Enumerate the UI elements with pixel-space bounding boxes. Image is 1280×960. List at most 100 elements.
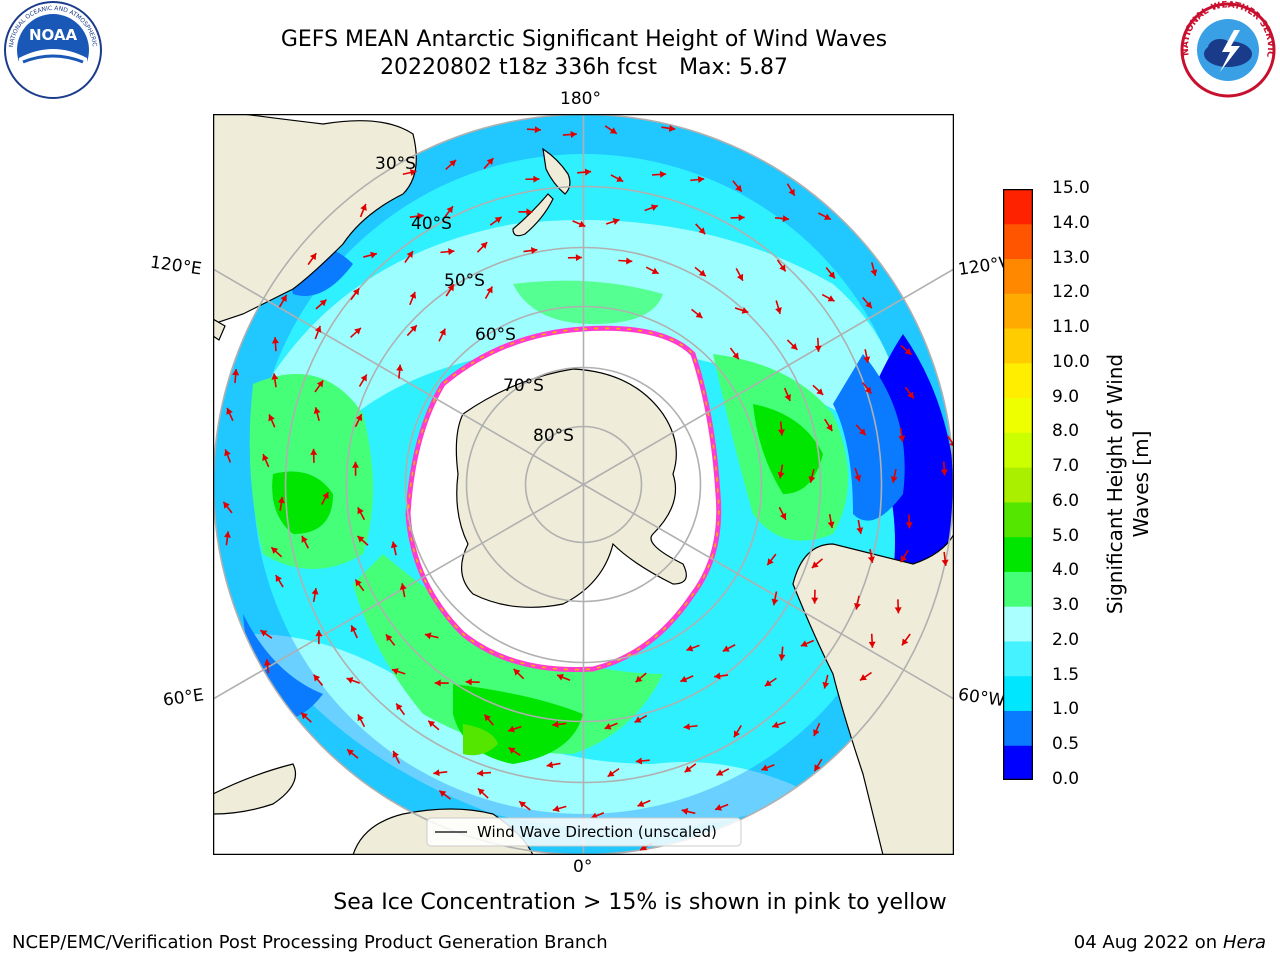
wave-arrow-head: [385, 634, 393, 642]
wave-arrow-head: [733, 730, 741, 738]
wave-arrow-head: [635, 757, 643, 765]
wave-arrow-head: [439, 790, 447, 798]
wave-arrow-head: [578, 220, 586, 228]
colorbar-tick-label: 11.0: [1052, 317, 1090, 338]
wave-arrow-head: [736, 273, 744, 281]
wave-arrow-head: [790, 343, 798, 350]
wave-arrow-head: [277, 496, 285, 504]
wave-arrow-head: [322, 492, 329, 500]
wave-arrow-head: [853, 602, 861, 610]
wave-arrow-head: [865, 301, 872, 309]
credit-line: NCEP/EMC/Verification Post Processing Pr…: [12, 932, 608, 953]
land-australia: [213, 114, 417, 325]
wave-arrow-head: [868, 641, 876, 648]
wave-arrow-head: [684, 765, 692, 773]
meridian-60w: [583, 483, 954, 700]
wave-arrow-head: [465, 678, 472, 686]
wave-arrow-head: [894, 607, 902, 614]
wave-arrow-head: [433, 769, 440, 777]
wave-arrow-head: [604, 723, 612, 730]
wave-arrow-head: [533, 175, 540, 183]
colorbar-tick-label: 4.0: [1052, 560, 1080, 581]
colorbar-segment: [1003, 328, 1033, 364]
legend-label: Wind Wave Direction (unscaled): [477, 823, 717, 841]
wave-arrow-head: [668, 124, 676, 132]
latitude-labels: 30°S 40°S 50°S 60°S 70°S 80°S: [375, 154, 574, 446]
colorbar-segment: [1003, 536, 1033, 572]
colorbar-label-line1: Significant Height of Wind: [1103, 353, 1127, 615]
wave-arrow-head: [301, 535, 308, 543]
date-text: 04 Aug 2022 on: [1073, 932, 1218, 953]
noaa-logo-text: NOAA: [29, 26, 78, 44]
wave-arrow-head: [714, 672, 721, 680]
colorbar-segment: [1003, 293, 1033, 329]
wave-arrow-head: [698, 269, 706, 277]
wave-arrow-head: [637, 800, 645, 807]
wave-arrow-head: [905, 522, 913, 529]
wave-arrow-head: [313, 407, 321, 414]
wave-arrow-head: [530, 247, 538, 254]
wave-arrow-head: [310, 448, 318, 455]
wave-arrow-head: [811, 597, 819, 604]
colorbar-tick-label: 12.0: [1052, 282, 1090, 303]
wave-arrow-head: [898, 435, 906, 442]
wave-arrow-head: [800, 640, 808, 647]
wave-arrow-head: [575, 254, 582, 262]
wave-arrow-head: [260, 630, 268, 637]
wave-arrow-head: [686, 644, 694, 652]
wave-arrow-head: [782, 215, 789, 223]
colorbar-label: Significant Height of Wind Waves [m]: [1102, 354, 1154, 614]
wave-arrow-head: [392, 750, 400, 758]
lat-label-50s: 50°S: [444, 271, 485, 291]
colorbar-segment: [1003, 675, 1033, 711]
colorbar-tick-label: 10.0: [1052, 351, 1090, 372]
lat-label-60s: 60°S: [475, 325, 516, 345]
wave-arrow-head: [271, 373, 279, 380]
wave-arrow-head: [352, 288, 360, 296]
meridian-60e: [213, 483, 584, 700]
wave-arrow-head: [434, 679, 441, 687]
wave-arrow-head: [352, 461, 360, 468]
wave-arrow-head: [722, 645, 730, 652]
wave-arrow-head: [808, 476, 816, 483]
wave-arrow-head: [315, 630, 323, 637]
colorbar-segment: [1003, 710, 1033, 746]
colorbar-tick-label: 15.0: [1052, 178, 1090, 198]
wave-arrow-head: [313, 674, 321, 682]
wave-arrow-head: [904, 348, 912, 355]
wave-arrow-head: [409, 169, 417, 176]
wave-arrow-head: [822, 681, 830, 689]
colorbar-tick-label: 1.5: [1052, 664, 1080, 685]
wave-arrow-head: [390, 541, 398, 549]
wave-arrow-head: [480, 242, 488, 249]
wave-arrow-head: [771, 598, 779, 606]
wave-arrow: [946, 435, 954, 447]
wave-arrow-head: [309, 253, 317, 261]
wave-arrow-head: [683, 723, 691, 731]
wave-arrow-head: [778, 654, 786, 661]
wave-arrow-head: [823, 213, 831, 220]
wave-arrow-head: [314, 325, 322, 333]
wave-arrow-head: [584, 168, 592, 176]
colorbar-tick-label: 0.0: [1052, 769, 1080, 789]
wave-arrow-head: [526, 208, 533, 216]
wave-arrow-head: [640, 844, 648, 851]
lat-label-70s: 70°S: [503, 376, 544, 396]
map-legend: Wind Wave Direction (unscaled): [426, 817, 742, 847]
wave-arrow-head: [486, 286, 493, 294]
colorbar-tick-label: 13.0: [1052, 247, 1090, 268]
map-title: GEFS MEAN Antarctic Significant Height o…: [280, 27, 888, 52]
colorbar-segment: [1003, 571, 1033, 607]
land-south-america: [792, 533, 954, 855]
land-antarctica: [455, 368, 687, 608]
wave-arrow-head: [424, 632, 432, 640]
wave-arrow-head: [319, 299, 327, 307]
colorbar-segment: [1003, 745, 1033, 780]
colorbar-segment: [1003, 258, 1033, 294]
wave-arrow-head: [355, 579, 362, 587]
wave-arrow-head: [350, 625, 358, 633]
wave-arrow-head: [715, 804, 722, 811]
wave-arrow-head: [738, 214, 745, 222]
wave-arrow-head: [651, 267, 659, 274]
wave-arrow-head: [764, 679, 772, 687]
